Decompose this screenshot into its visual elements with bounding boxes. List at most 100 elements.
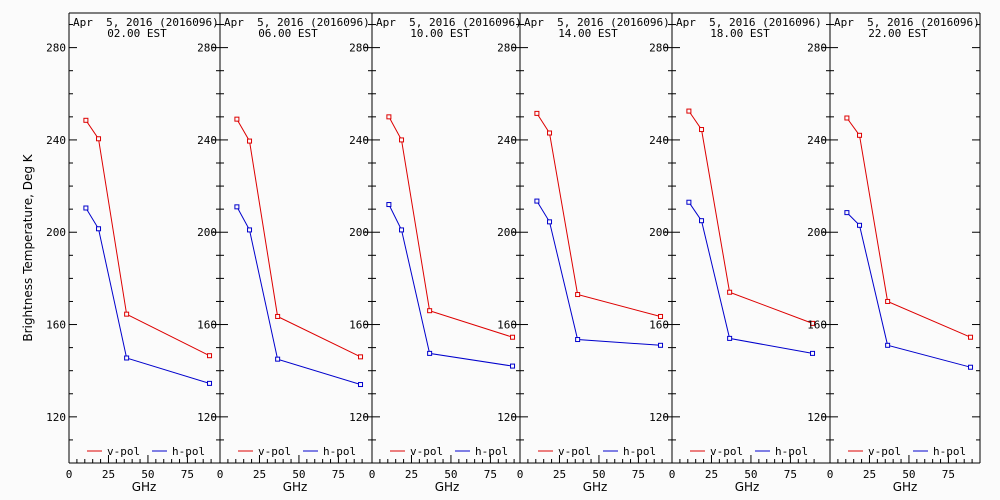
series-line-v-pol	[388, 116, 513, 338]
data-point-v-pol	[207, 353, 213, 359]
y-tick-label: 240	[807, 134, 827, 147]
panel-title-date: Apr 5, 2016 (2016096)	[73, 16, 219, 29]
data-point-v-pol	[386, 114, 392, 120]
data-point-h-pol	[885, 342, 891, 348]
legend-label-h-pol: h-pol	[172, 445, 205, 458]
series-line-v-pol	[688, 110, 813, 324]
data-point-h-pol	[727, 335, 733, 341]
x-axis-label: GHz	[735, 480, 760, 494]
y-tick-label: 200	[807, 226, 827, 239]
data-point-h-pol	[399, 227, 405, 233]
y-tick-label: 160	[497, 319, 517, 332]
data-point-h-pol	[234, 204, 240, 210]
legend-label-h-pol: h-pol	[323, 445, 356, 458]
data-point-v-pol	[234, 116, 240, 122]
legend-label-h-pol: h-pol	[775, 445, 808, 458]
y-tick-label: 200	[649, 226, 669, 239]
legend-label-v-pol: v-pol	[558, 445, 591, 458]
y-axis-label: Brightness Temperature, Deg K	[21, 153, 35, 341]
x-tick-label: 0	[217, 468, 224, 481]
data-point-h-pol	[96, 226, 102, 232]
panel-title-time: 02.00 EST	[107, 27, 167, 40]
data-point-v-pol	[699, 127, 705, 133]
y-tick-label: 120	[807, 411, 827, 424]
data-point-h-pol	[124, 355, 130, 361]
panel-title-time: 22.00 EST	[868, 27, 928, 40]
y-tick-label: 120	[197, 411, 217, 424]
panel-4: Apr 5, 2016 (2016096)14.00 EST 120 160 200 2…	[497, 12, 673, 494]
data-point-v-pol	[885, 298, 891, 304]
series-line-v-pol	[536, 113, 661, 317]
y-tick-label: 280	[807, 42, 827, 55]
panels-group: Apr 5, 2016 (2016096)02.00 EST1201602002…	[46, 12, 981, 494]
x-tick-label: 50	[902, 468, 915, 481]
series-line-v-pol	[846, 117, 971, 338]
data-point-v-pol	[547, 130, 553, 136]
legend-label-h-pol: h-pol	[475, 445, 508, 458]
x-tick-label: 0	[66, 468, 73, 481]
x-axis-label: GHz	[583, 480, 608, 494]
data-point-h-pol	[686, 199, 692, 205]
y-tick-label: 240	[649, 134, 669, 147]
y-tick-label: 280	[46, 42, 66, 55]
series-line-h-pol	[236, 206, 361, 385]
x-tick-label: 0	[369, 468, 376, 481]
data-point-h-pol	[968, 364, 974, 370]
series-line-h-pol	[536, 200, 661, 346]
y-tick-label: 160	[46, 319, 66, 332]
data-point-h-pol	[844, 210, 850, 216]
data-point-v-pol	[857, 132, 863, 138]
data-point-h-pol	[575, 337, 581, 343]
x-tick-label: 0	[517, 468, 524, 481]
data-point-h-pol	[534, 198, 540, 204]
x-axis-label: GHz	[283, 480, 308, 494]
panel-2: Apr 5, 2016 (2016096)06.00 EST 120 160 200 2…	[197, 12, 373, 494]
y-tick-label: 200	[197, 226, 217, 239]
data-point-h-pol	[699, 218, 705, 224]
x-axis-label: GHz	[132, 480, 157, 494]
y-tick-label: 120	[46, 411, 66, 424]
data-point-v-pol	[96, 136, 102, 142]
y-tick-label: 280	[649, 42, 669, 55]
y-tick-label: 200	[497, 226, 517, 239]
x-tick-label: 25	[553, 468, 566, 481]
x-tick-label: 75	[332, 468, 345, 481]
legend-label-v-pol: v-pol	[258, 445, 291, 458]
data-point-h-pol	[427, 350, 433, 356]
y-tick-label: 200	[46, 226, 66, 239]
x-tick-label: 0	[827, 468, 834, 481]
x-tick-label: 75	[181, 468, 194, 481]
data-point-h-pol	[658, 342, 664, 348]
x-tick-label: 50	[744, 468, 757, 481]
y-tick-label: 120	[349, 411, 369, 424]
panel-title-time: 06.00 EST	[258, 27, 318, 40]
x-axis-label: GHz	[893, 480, 918, 494]
x-axis-label: GHz	[435, 480, 460, 494]
data-point-h-pol	[810, 350, 816, 356]
y-tick-label: 280	[197, 42, 217, 55]
data-point-h-pol	[275, 356, 281, 362]
y-tick-label: 240	[349, 134, 369, 147]
x-tick-label: 75	[942, 468, 955, 481]
data-point-h-pol	[547, 219, 553, 225]
x-tick-label: 50	[141, 468, 154, 481]
panel-title-time: 10.00 EST	[410, 27, 470, 40]
x-tick-label: 50	[444, 468, 457, 481]
x-tick-label: 0	[669, 468, 676, 481]
legend-label-v-pol: v-pol	[107, 445, 140, 458]
legend-label-v-pol: v-pol	[868, 445, 901, 458]
y-tick-label: 160	[807, 319, 827, 332]
data-point-v-pol	[810, 320, 816, 326]
panel-title-date: Apr 5, 2016 (2016096)	[834, 16, 980, 29]
data-point-v-pol	[275, 313, 281, 319]
data-point-v-pol	[658, 313, 664, 319]
data-point-v-pol	[534, 110, 540, 116]
x-tick-label: 25	[102, 468, 115, 481]
series-line-v-pol	[236, 118, 361, 358]
x-tick-label: 50	[292, 468, 305, 481]
panel-title-time: 14.00 EST	[558, 27, 618, 40]
x-tick-label: 75	[484, 468, 497, 481]
y-tick-label: 280	[497, 42, 517, 55]
